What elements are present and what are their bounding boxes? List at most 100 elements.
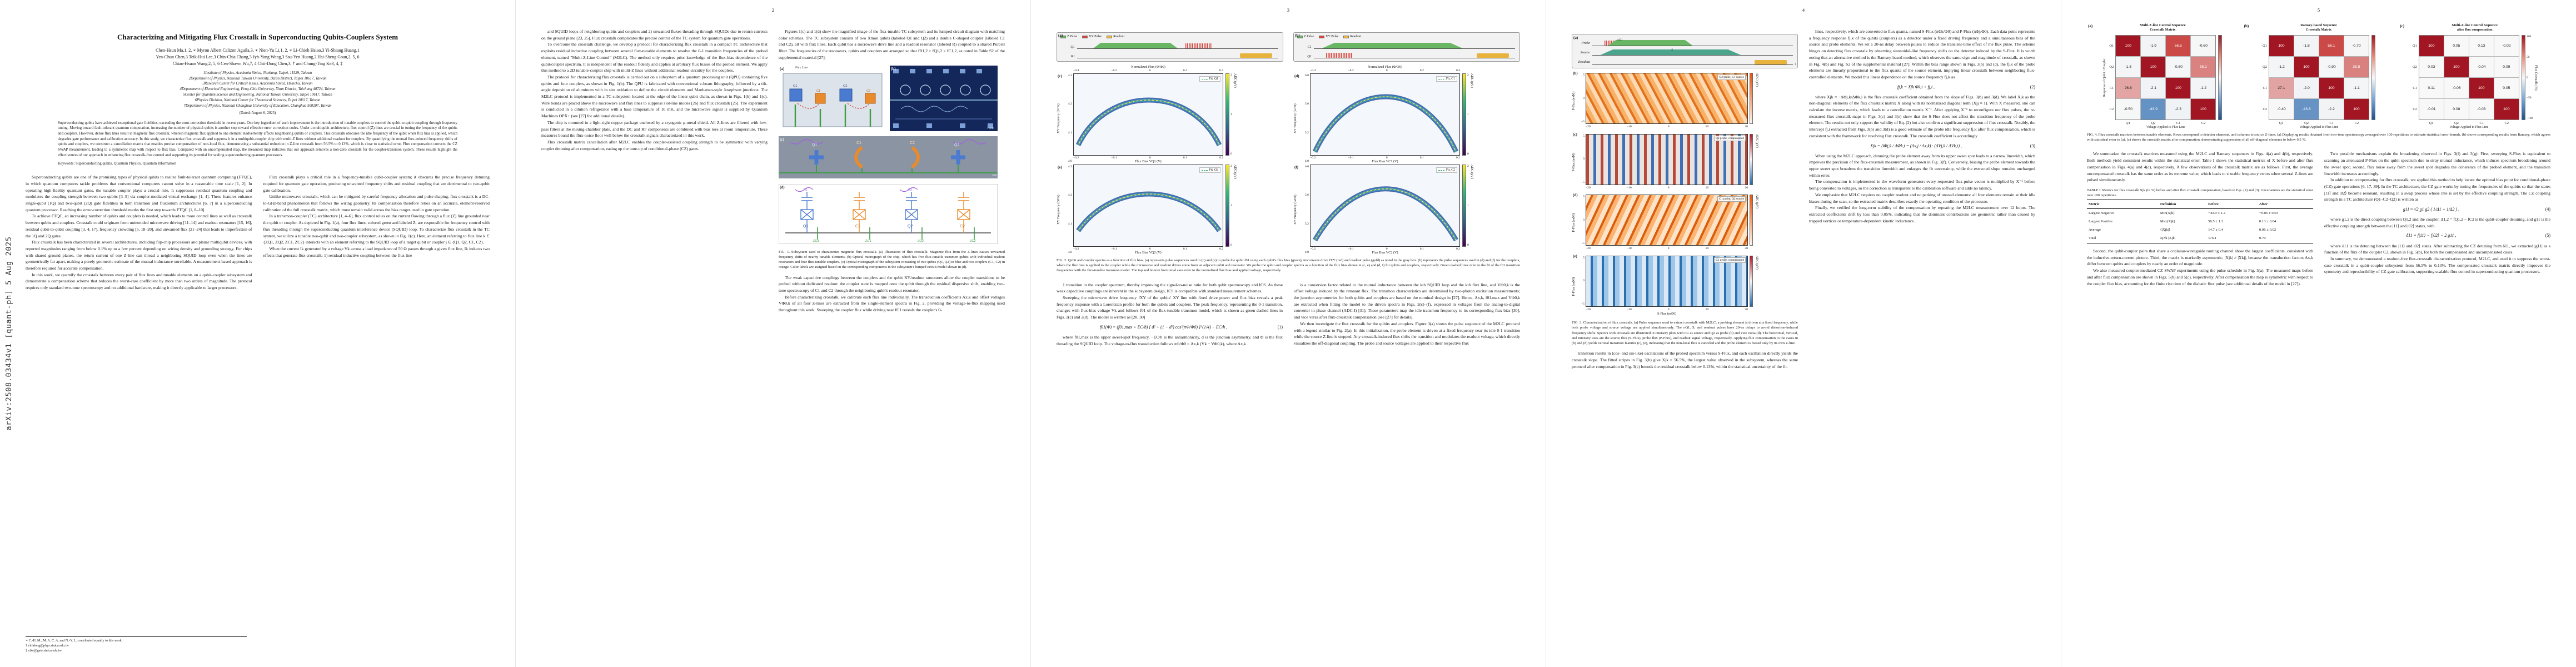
spectrum-curve: [1075, 97, 1222, 146]
list-item: −0.2: [1073, 156, 1079, 160]
colorbar-ticks: 2 1 0: [1467, 73, 1469, 156]
fig4-panel-c: (c) Multi-Z-line Control Sequence after f…: [2399, 23, 2550, 129]
list-item: 1Institute of Physics, Academia Sinica, …: [203, 71, 312, 75]
fit-legend: Fit, Q1: [1199, 76, 1220, 82]
readout-swatch: [1107, 35, 1113, 38]
matrix-cell: -1.3: [2116, 57, 2141, 77]
equation-number: (3): [2030, 143, 2035, 148]
list-item: −10: [1626, 186, 1632, 190]
matrix-cell: 100: [2116, 36, 2141, 56]
list-item: 5.6: [1304, 193, 1309, 197]
y-axis-ticks: 6.0 5.6 5.2 4.8: [1299, 165, 1310, 255]
svg-text:ZQ2: ZQ2: [918, 240, 924, 243]
lumped-circuit-diagram: R1 R2 Q1 C1 Q2 C2 ZQ1 ZC1 ZQ2 ZC2: [778, 183, 998, 245]
page-5: 5 (a) Multi-Z-line Control Sequence Cross…: [2061, 0, 2576, 667]
fig1-panel-d: (d): [778, 183, 1005, 246]
x-axis-label: Flux Bias VC2 (V): [1372, 251, 1398, 255]
qubit2-spectrum-plot: Fit, Q2: [1073, 165, 1223, 247]
legend-label: Readout: [1350, 35, 1362, 38]
y-axis-label: XY Frequency (GHz): [1057, 195, 1060, 225]
list-item: Q2: [2151, 121, 2156, 125]
list-item: 1: [1467, 113, 1469, 116]
paragraph: is a conversion factor related to the mu…: [1294, 282, 1520, 320]
figure-3-caption: FIG. 3. Characterization of flux crossta…: [1572, 321, 1798, 345]
table-cell: 0.06 ± 0.02: [2259, 228, 2276, 232]
fig1-panel-c: (c) Q1 C1 C2 Q2: [779, 136, 1005, 181]
list-item: 0: [1667, 125, 1670, 128]
list-item: 20: [1745, 247, 1748, 250]
colorbar: [1750, 73, 1753, 124]
list-item: 10: [1705, 307, 1709, 311]
matrix-cell: -2.3: [2166, 99, 2191, 120]
paragraph: We summarize the crosstalk matrices meas…: [2087, 151, 2313, 183]
colorbar-label: ADC (μV): [1233, 73, 1237, 88]
table-cell: Largest Positive: [2089, 220, 2113, 224]
list-item: 2: [1467, 165, 1469, 168]
heatmap-core: C1 probe, compensated −20 −10 0 10 20 S-Flux…: [1586, 255, 1748, 317]
paragraph: Flux crosstalk matrix cancellation after…: [541, 139, 768, 151]
list-item: −0.1: [1111, 156, 1117, 160]
list-item: C1: [2329, 121, 2334, 125]
paragraph: The weak capacitive couplings between th…: [779, 275, 1005, 293]
list-item: 5.2: [1304, 222, 1309, 226]
matrix-cell: 26.8: [2116, 78, 2141, 98]
y-axis-ticks: 4.3 4.2 4.1 4.0: [1062, 165, 1073, 255]
matrix-body: Q1 Q2 C1 C2 100 -1.8 56.1 -0.70 -1.2 100 -0.90 38.…: [2243, 35, 2395, 129]
legend-label: Z Pulse: [1304, 35, 1314, 38]
body-columns: We summarize the crosstalk matrices meas…: [2087, 151, 2550, 287]
list-item: 0: [2526, 76, 2528, 79]
list-item: Q2: [2304, 121, 2309, 125]
pulse-track: R1: [1060, 49, 1278, 58]
xy-pulse-shape: [1185, 43, 1212, 48]
table-cell: Largest Negative: [2089, 211, 2114, 215]
x-axis-ticks: −20 −10 0 10 20: [1586, 307, 1748, 312]
matrix-cell: 100: [2191, 99, 2216, 120]
svg-text:C1: C1: [856, 141, 861, 145]
matrix-cell: -0.03: [2469, 99, 2494, 120]
fit-label: Fit, Q2: [1209, 168, 1218, 172]
column-right: Two possible mechanisms explain the broa…: [2324, 151, 2550, 287]
list-item: Q2: [2109, 64, 2114, 69]
arxiv-watermark: arXiv:2508.03434v1 [quant-ph] 5 Aug 2025: [4, 236, 13, 431]
page-2: 2 and SQUID loops of neighboring qubits …: [515, 0, 1030, 667]
svg-text:ZC2: ZC2: [970, 240, 976, 243]
qubit1-spectrum-plot: Fit, Q1: [1073, 73, 1223, 156]
list-item: −0.4: [1310, 69, 1316, 72]
figure-1-caption: FIG. 1. Subsystem used to characterize m…: [779, 250, 1005, 270]
y-axis-label: P-Flux (mΦ0): [1572, 213, 1576, 232]
legend-label: XY Pulse: [1326, 35, 1339, 38]
paragraph: Two possible mechanisms explain the broa…: [2324, 151, 2550, 176]
matrix-cell: 27.1: [2269, 78, 2294, 98]
list-item: 1: [1230, 204, 1232, 207]
coupler-pulse-sequence-panel: (b) Z Pulse XY Pulse Readout C1 Q1: [1293, 32, 1520, 62]
matrix-title-line: Multi-Z-line Control Sequence: [2140, 23, 2186, 27]
y-axis-label: P-Flux (mΦ0): [1572, 276, 1576, 296]
matrix-cell: -0.80: [2166, 57, 2191, 77]
flux-crosstalk-illustration: Q1 C1 Q2 C2: [783, 73, 883, 127]
list-item: 5: [1583, 195, 1585, 198]
readout-pulse-shape: [1477, 53, 1509, 58]
matrix-cell: -0.60: [2191, 36, 2216, 56]
list-item: −100: [2526, 117, 2533, 120]
panel-e-label: (e): [1573, 253, 1577, 258]
fig2-right-half: (b) Z Pulse XY Pulse Readout C1 Q1 Norma…: [1293, 27, 1520, 255]
top-axis-label: Normalized Flux (Φ/Φ0): [1368, 65, 1402, 69]
matrix-body: Q1 Q2 C1 C2 100 0.05 0.13 -0.02 0.03 100 -0.04 0.0…: [2399, 35, 2550, 129]
figure-1-top-row: (a) Q1: [779, 65, 1005, 133]
equation-2: fj,k = Xjk Φk,i + fj,i , (2): [1809, 84, 2035, 91]
pulse-legend: Z Pulse XY Pulse Readout: [1297, 35, 1515, 38]
track-line: [1077, 42, 1278, 49]
colorbar-ticks: 2 1 0: [1230, 165, 1232, 247]
list-item: C2: [2109, 107, 2114, 112]
page-number: 3: [1287, 7, 1290, 13]
matrix-cell: 0.13: [2469, 36, 2494, 56]
legend-label: Z Pulse: [1067, 35, 1078, 38]
paragraph: lines, respectively, which are converted…: [1809, 29, 2035, 79]
paragraph: Second, the qubit-coupler pairs that sha…: [2087, 248, 2313, 267]
svg-text:Q2: Q2: [908, 225, 913, 228]
m2lc-pulse-sequence-panel: (a) Probe Source Readout πQ1 S t: [1572, 34, 1798, 68]
track-label: Q1: [1307, 54, 1312, 58]
list-item: C1: [2176, 121, 2181, 125]
track-label: Q1: [1070, 45, 1075, 49]
panel-b-label: (b): [891, 66, 896, 71]
